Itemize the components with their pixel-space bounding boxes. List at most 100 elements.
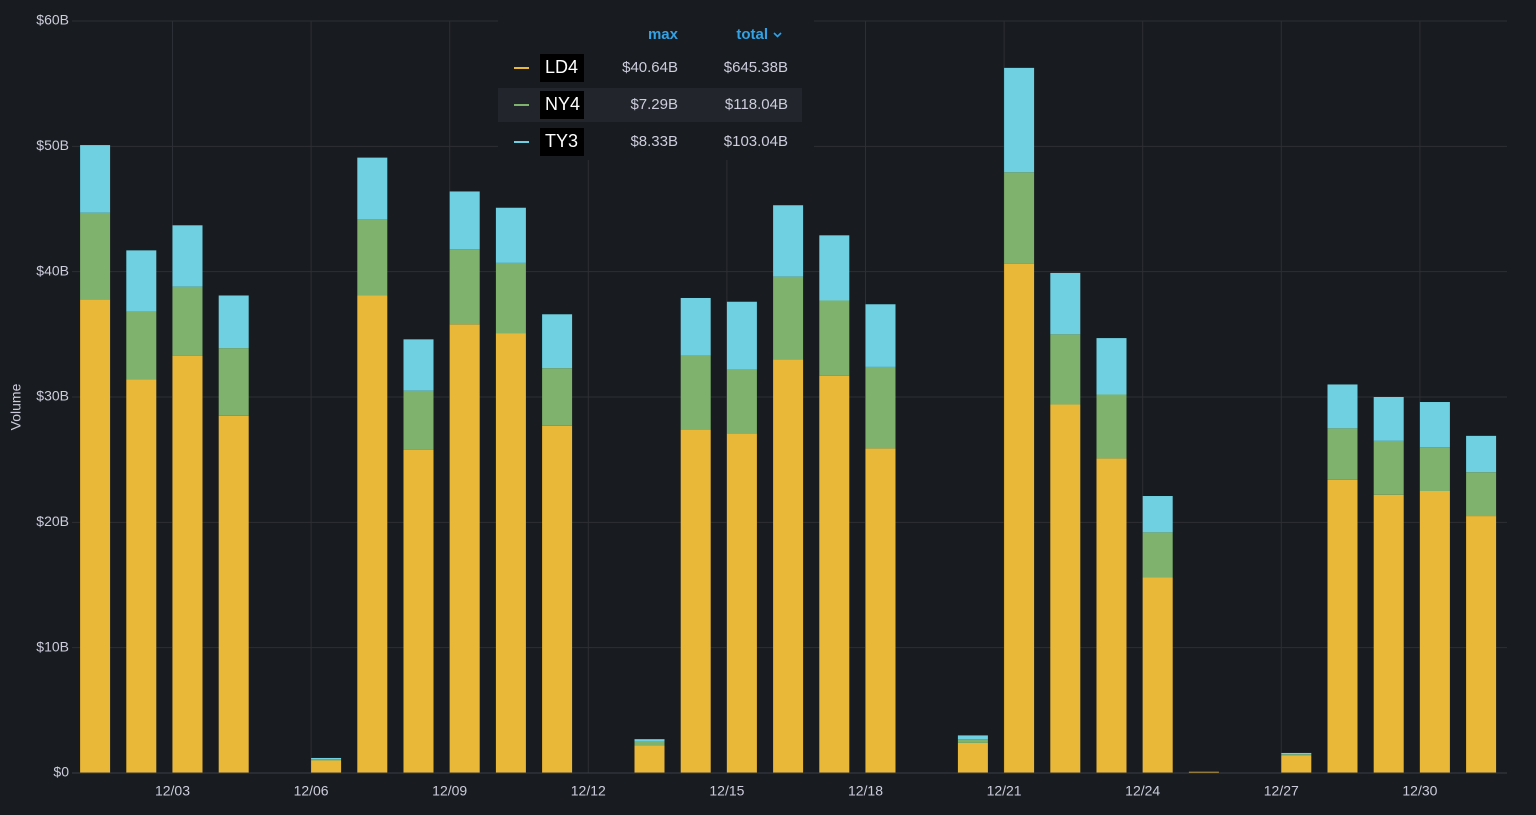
bar-segment bbox=[495, 333, 526, 773]
bar-segment bbox=[1327, 428, 1358, 480]
bar-segment bbox=[1142, 496, 1173, 533]
bar-segment bbox=[1373, 494, 1404, 773]
bar-segment bbox=[957, 742, 988, 773]
bar-segment bbox=[1050, 334, 1081, 405]
bar-segment bbox=[1327, 479, 1358, 773]
legend-total: $103.04B bbox=[724, 133, 788, 150]
bar-segment bbox=[1096, 458, 1127, 773]
x-tick-label: 12/09 bbox=[432, 783, 467, 799]
y-tick-label: $30B bbox=[36, 388, 69, 404]
bar-segment bbox=[357, 219, 388, 296]
bar-segment bbox=[542, 368, 573, 426]
bar-segment bbox=[680, 355, 711, 430]
bar-segment bbox=[865, 366, 896, 449]
bar-segment bbox=[1419, 447, 1450, 491]
bar-segment bbox=[172, 286, 203, 356]
bar-segment bbox=[1419, 402, 1450, 448]
bar-segment bbox=[1466, 472, 1497, 517]
bar-segment bbox=[449, 249, 480, 325]
legend-total: $118.04B bbox=[725, 96, 788, 113]
legend-column-header[interactable]: total bbox=[736, 26, 768, 43]
bar-segment bbox=[1281, 754, 1312, 756]
bar-segment bbox=[357, 157, 388, 220]
bar-segment bbox=[726, 369, 757, 434]
legend-name[interactable]: TY3 bbox=[545, 131, 578, 151]
y-axis-label: Volume bbox=[8, 383, 24, 430]
x-tick-label: 12/30 bbox=[1402, 783, 1437, 799]
x-tick-label: 12/06 bbox=[294, 783, 329, 799]
x-tick-label: 12/03 bbox=[155, 783, 190, 799]
bar-segment bbox=[1004, 67, 1035, 173]
bar-segment bbox=[218, 295, 249, 349]
bar-segment bbox=[634, 739, 665, 742]
bar-segment bbox=[218, 415, 249, 773]
y-tick-label: $20B bbox=[36, 513, 69, 529]
legend-name[interactable]: NY4 bbox=[545, 94, 580, 114]
legend-column-header[interactable]: max bbox=[648, 26, 679, 43]
bar-segment bbox=[1142, 532, 1173, 578]
legend-max: $7.29B bbox=[630, 96, 678, 113]
bar-segment bbox=[819, 235, 850, 301]
bar-segment bbox=[403, 449, 434, 773]
bar-segment bbox=[819, 375, 850, 773]
bar-segment bbox=[126, 250, 157, 312]
bar-segment bbox=[403, 339, 434, 391]
bar-segment bbox=[218, 348, 249, 416]
bar-segment bbox=[80, 145, 111, 213]
bar-segment bbox=[1466, 516, 1497, 773]
legend-name[interactable]: LD4 bbox=[545, 57, 578, 77]
x-tick-label: 12/12 bbox=[571, 783, 606, 799]
bar-segment bbox=[1050, 404, 1081, 773]
x-tick-label: 12/27 bbox=[1264, 783, 1299, 799]
bar-segment bbox=[1004, 263, 1035, 773]
bar-segment bbox=[957, 739, 988, 743]
bar-segment bbox=[957, 735, 988, 740]
legend-name-bg bbox=[540, 91, 584, 119]
bar-segment bbox=[449, 191, 480, 250]
bar-segment bbox=[311, 757, 342, 760]
bar-segment bbox=[449, 324, 480, 773]
bar-segment bbox=[80, 212, 111, 300]
bar-segment bbox=[773, 276, 804, 360]
bar-segment bbox=[1188, 771, 1219, 773]
y-tick-label: $60B bbox=[36, 12, 69, 28]
bar-segment bbox=[126, 379, 157, 773]
legend-max: $8.33B bbox=[630, 133, 678, 150]
bar-segment bbox=[819, 300, 850, 376]
bar-segment bbox=[311, 760, 342, 773]
bar-segment bbox=[357, 295, 388, 773]
bar-segment bbox=[865, 304, 896, 367]
x-tick-label: 12/18 bbox=[848, 783, 883, 799]
bar-segment bbox=[495, 207, 526, 263]
bar-segment bbox=[495, 262, 526, 334]
bar-segment bbox=[726, 301, 757, 370]
bar-segment bbox=[634, 741, 665, 746]
bar-segment bbox=[80, 299, 111, 773]
bar-segment bbox=[1327, 384, 1358, 429]
y-tick-label: $10B bbox=[36, 638, 69, 654]
x-tick-label: 12/21 bbox=[987, 783, 1022, 799]
bar-segment bbox=[1419, 491, 1450, 773]
bar-segment bbox=[1096, 338, 1127, 395]
bar-segment bbox=[634, 745, 665, 773]
bar-segment bbox=[172, 225, 203, 287]
x-tick-label: 12/15 bbox=[709, 783, 744, 799]
bar-segment bbox=[1142, 577, 1173, 773]
bar-segment bbox=[1466, 435, 1497, 473]
y-tick-label: $0 bbox=[53, 764, 69, 780]
bar-segment bbox=[311, 759, 342, 761]
y-tick-label: $40B bbox=[36, 262, 69, 278]
y-tick-label: $50B bbox=[36, 137, 69, 153]
bar-segment bbox=[726, 433, 757, 773]
legend-total: $645.38B bbox=[724, 59, 788, 76]
bar-segment bbox=[126, 311, 157, 380]
bar-segment bbox=[1373, 440, 1404, 495]
bar-segment bbox=[1281, 755, 1312, 773]
bar-segment bbox=[680, 429, 711, 773]
bar-segment bbox=[680, 297, 711, 356]
bar-segment bbox=[542, 314, 573, 369]
legend-name-bg bbox=[540, 128, 584, 156]
bar-segment bbox=[773, 359, 804, 773]
bar-segment bbox=[1373, 397, 1404, 441]
